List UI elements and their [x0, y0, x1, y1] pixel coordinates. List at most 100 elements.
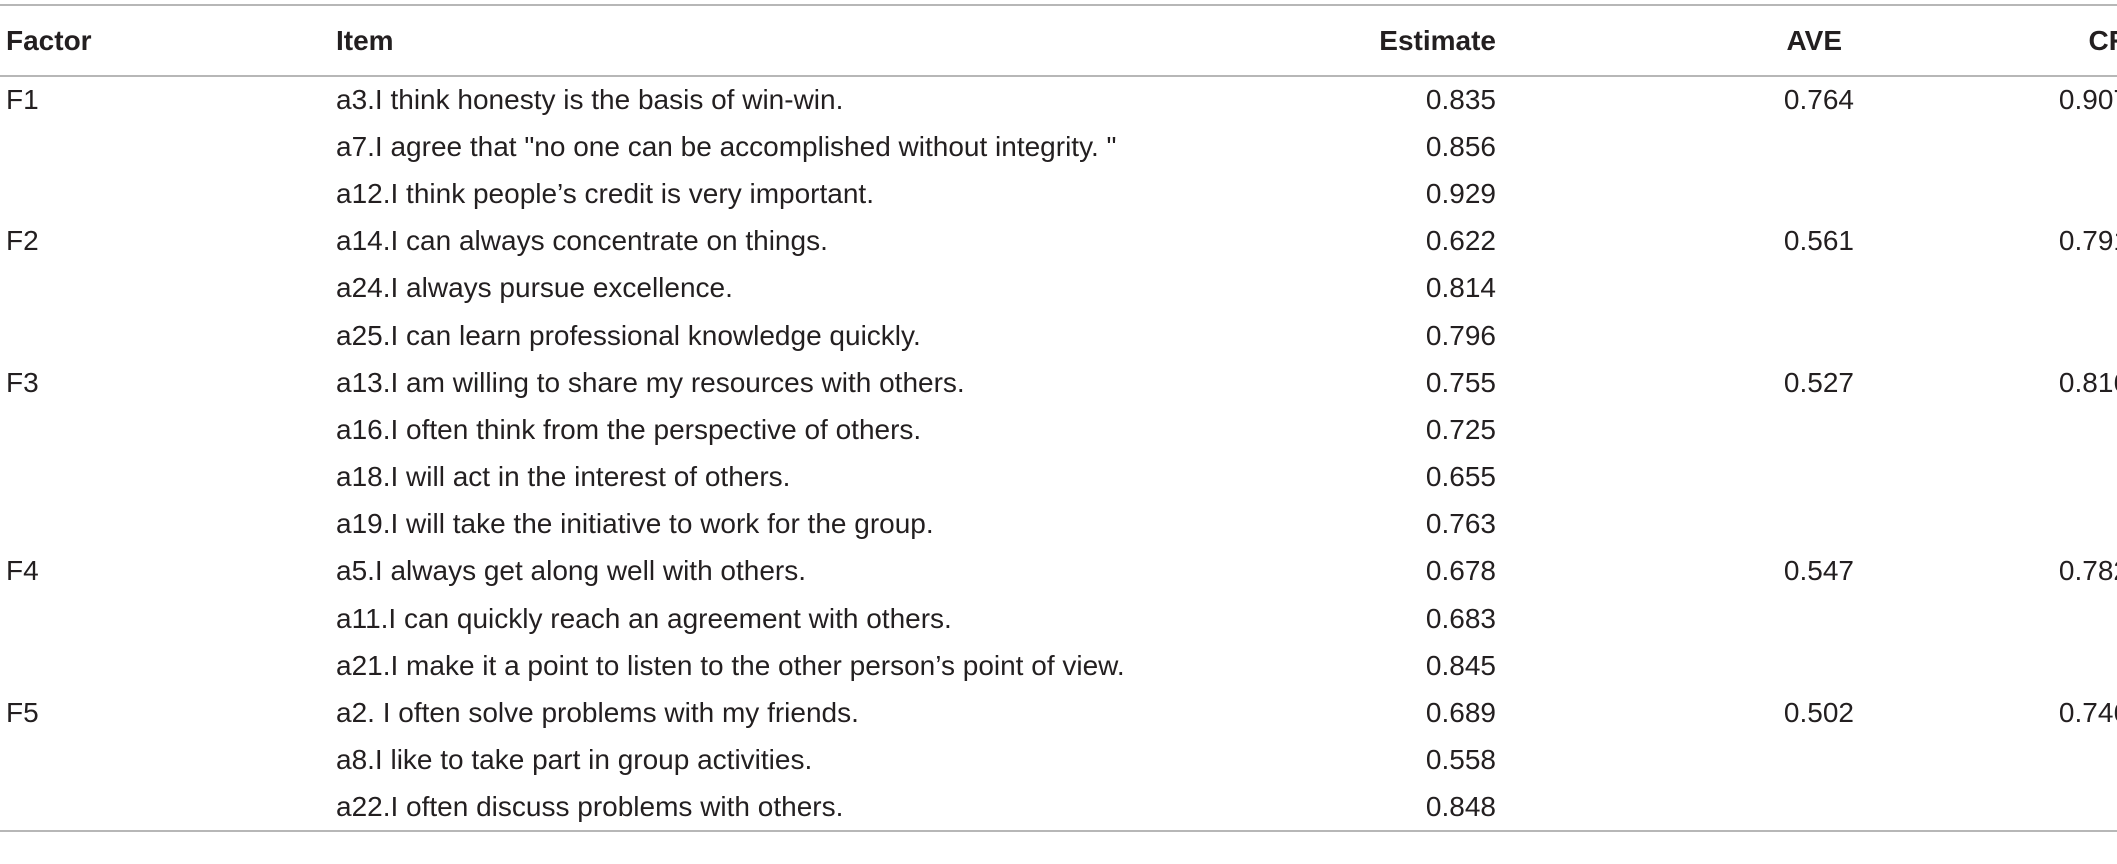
table-row: a12.I think people’s credit is very impo…: [0, 170, 2117, 217]
cell-ave: 0.502: [1496, 689, 1876, 736]
header-ave-label: AVE: [1786, 24, 1843, 56]
cell-factor: F3: [6, 366, 39, 398]
cell-item: a24.I always pursue excellence.: [336, 272, 733, 304]
cell-cr: [1876, 312, 2117, 359]
cell-estimate: 0.835: [1366, 76, 1496, 123]
cell-item: a11.I can quickly reach an agreement wit…: [336, 602, 952, 634]
cell-estimate-value: 0.622: [1425, 225, 1496, 257]
cell-factor: [0, 312, 336, 359]
cell-item: a14.I can always concentrate on things.: [336, 225, 828, 257]
table-header: Factor Item Estimate AVE CR: [0, 4, 2117, 77]
table-row: a7.I agree that "no one can be accomplis…: [0, 123, 2117, 170]
cell-ave: [1496, 642, 1876, 689]
cell-ave: [1496, 783, 1876, 833]
table-row: a11.I can quickly reach an agreement wit…: [0, 595, 2117, 642]
cell-estimate-value: 0.856: [1425, 130, 1496, 162]
header-item: Item: [336, 4, 1366, 77]
table-row: a18.I will act in the interest of others…: [0, 454, 2117, 501]
cell-estimate-value: 0.678: [1425, 555, 1496, 587]
cell-cr: [1876, 737, 2117, 784]
table-row: a16.I often think from the perspective o…: [0, 406, 2117, 453]
cell-item: a16.I often think from the perspective o…: [336, 413, 922, 445]
cell-ave: 0.527: [1496, 359, 1876, 406]
cell-ave-value: 0.561: [1783, 225, 1854, 257]
cell-estimate-value: 0.929: [1425, 177, 1496, 209]
cell-item: a7.I agree that "no one can be accomplis…: [336, 130, 1117, 162]
cell-estimate-value: 0.814: [1425, 272, 1496, 304]
cell-estimate-value: 0.848: [1425, 790, 1496, 822]
cell-estimate-value: 0.683: [1425, 602, 1496, 634]
cell-estimate-value: 0.796: [1425, 319, 1496, 351]
header-ave: AVE: [1496, 4, 1876, 77]
cell-estimate-value: 0.689: [1425, 697, 1496, 729]
table-row: a19.I will take the initiative to work f…: [0, 501, 2117, 548]
cell-estimate: 0.558: [1366, 737, 1496, 784]
table-row: a21.I make it a point to listen to the o…: [0, 642, 2117, 689]
cell-item: a22.I often discuss problems with others…: [336, 783, 1366, 833]
cell-cr: [1876, 642, 2117, 689]
cell-ave: 0.764: [1496, 76, 1876, 123]
cell-ave: [1496, 265, 1876, 312]
cell-factor: [0, 123, 336, 170]
cell-cr: [1876, 123, 2117, 170]
cell-cr: 0.782: [2058, 555, 2117, 587]
cell-item: a13.I am willing to share my resources w…: [336, 366, 965, 398]
cell-cr: [1876, 406, 2117, 453]
cell-factor: F4: [6, 555, 39, 587]
cell-ave: [1496, 501, 1876, 548]
table-body: F1 a3.I think honesty is the basis of win…: [0, 76, 2117, 833]
cell-item: a19.I will take the initiative to work f…: [336, 508, 934, 540]
cell-estimate: 0.763: [1366, 501, 1496, 548]
cell-estimate: 0.814: [1366, 265, 1496, 312]
cell-ave-value: 0.547: [1783, 555, 1854, 587]
cell-estimate-value: 0.558: [1425, 744, 1496, 776]
cell-estimate: 0.725: [1366, 406, 1496, 453]
table-row: F4 a5.I always get along well with others…: [0, 548, 2117, 595]
cell-item: a2. I often solve problems with my frien…: [336, 697, 859, 729]
cell-ave: [1496, 406, 1876, 453]
cell-factor: [0, 595, 336, 642]
cell-ave: [1496, 595, 1876, 642]
cell-cr: [1876, 265, 2117, 312]
cell-cr: 0.746: [2058, 697, 2117, 729]
cell-estimate: 0.755: [1366, 359, 1496, 406]
cell-ave: [1496, 737, 1876, 784]
header-cr: CR: [1876, 4, 2117, 77]
cell-factor: [0, 265, 336, 312]
factor-loading-table: Factor Item Estimate AVE CR F1 a3.I think…: [0, 4, 2117, 833]
cell-estimate: 0.845: [1366, 642, 1496, 689]
cell-ave-value: 0.764: [1783, 84, 1854, 116]
cell-estimate: 0.678: [1366, 548, 1496, 595]
cell-estimate: 0.683: [1366, 595, 1496, 642]
cell-estimate-value: 0.655: [1425, 461, 1496, 493]
cell-ave-value: 0.527: [1783, 366, 1854, 398]
cell-item: a3.I think honesty is the basis of win-w…: [336, 84, 844, 116]
cell-factor: [0, 783, 336, 833]
cell-ave: 0.561: [1496, 218, 1876, 265]
cell-estimate-value: 0.755: [1425, 366, 1496, 398]
cell-item: a25.I can learn professional knowledge q…: [336, 319, 921, 351]
cell-item: a18.I will act in the interest of others…: [336, 461, 791, 493]
cell-estimate: 0.689: [1366, 689, 1496, 736]
table-row: F5 a2. I often solve problems with my fri…: [0, 689, 2117, 736]
cell-estimate: 0.848: [1366, 783, 1496, 833]
cell-estimate-value: 0.845: [1425, 649, 1496, 681]
cell-cr: 0.816: [2058, 366, 2117, 398]
cell-ave-value: 0.502: [1783, 697, 1854, 729]
cell-ave: 0.547: [1496, 548, 1876, 595]
cell-ave: [1496, 123, 1876, 170]
cell-item: a8.I like to take part in group activiti…: [336, 744, 813, 776]
cell-ave: [1496, 312, 1876, 359]
cell-estimate: 0.796: [1366, 312, 1496, 359]
cell-factor: F2: [6, 225, 39, 257]
cell-estimate-value: 0.763: [1425, 508, 1496, 540]
cell-factor: [0, 737, 336, 784]
header-estimate: Estimate: [1366, 4, 1496, 77]
cell-factor: [0, 501, 336, 548]
table-row: a24.I always pursue excellence. 0.814: [0, 265, 2117, 312]
table-row: a25.I can learn professional knowledge q…: [0, 312, 2117, 359]
cell-factor: F5: [6, 697, 39, 729]
cell-estimate: 0.856: [1366, 123, 1496, 170]
cell-ave: [1496, 170, 1876, 217]
